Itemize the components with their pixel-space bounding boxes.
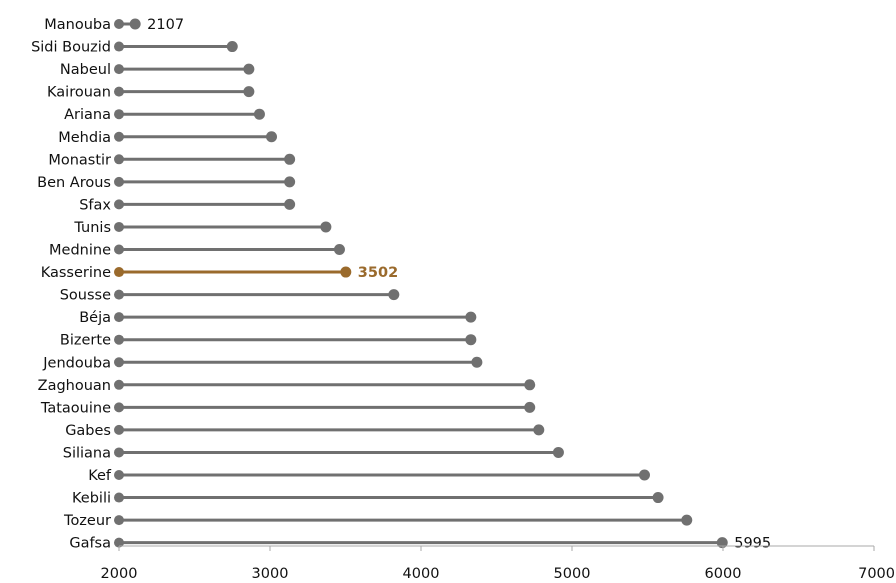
lollipop-head-sfax xyxy=(284,198,296,210)
lollipop-base-dot-ariana xyxy=(114,109,124,120)
lollipop-head-mednine xyxy=(333,244,345,255)
lollipop-head-jendouba xyxy=(471,356,483,368)
lollipop-head-sidi-bouzid xyxy=(226,41,238,53)
lollipop-head-siliana xyxy=(552,446,564,458)
lollipop-base-dot-sidi-bouzid xyxy=(114,41,124,52)
x-tick-label-3000: 3000 xyxy=(252,566,289,582)
lollipop-head-bizerte xyxy=(465,334,477,346)
x-tick-label-6000: 6000 xyxy=(705,566,742,582)
category-label-tunis: Tunis xyxy=(73,220,111,236)
category-label-sidi-bouzid: Sidi Bouzid xyxy=(31,40,111,56)
x-axis-ticks: 2000 3000 4000 5000 6000 7000 xyxy=(101,546,895,582)
chart-marks: Manouba 2107 Sidi Bouzid Nabeul Kairouan Aria… xyxy=(31,17,771,552)
lollipop-head-ariana xyxy=(253,108,265,120)
lollipop-base-dot-kebili xyxy=(114,492,124,503)
lollipop-head-sousse xyxy=(388,289,400,301)
category-label-mednine: Mednine xyxy=(49,243,111,259)
category-label-siliana: Siliana xyxy=(63,445,111,461)
category-label-beja: Béja xyxy=(79,310,111,326)
category-label-zaghouan: Zaghouan xyxy=(38,378,111,394)
category-label-ariana: Ariana xyxy=(64,107,111,123)
lollipop-base-dot-sfax xyxy=(114,199,124,210)
lollipop-base-dot-mehdia xyxy=(114,131,124,142)
lollipop-head-manouba xyxy=(129,18,141,30)
category-label-tataouine: Tataouine xyxy=(40,400,111,416)
category-label-tozeur: Tozeur xyxy=(63,513,111,529)
x-tick-label-2000: 2000 xyxy=(101,566,138,582)
x-tick-label-4000: 4000 xyxy=(403,566,440,582)
category-label-sfax: Sfax xyxy=(79,197,111,213)
lollipop-base-dot-manouba xyxy=(114,19,124,29)
lollipop-base-dot-mednine xyxy=(114,244,124,255)
lollipop-base-dot-ben-arous xyxy=(114,176,124,187)
lollipop-head-zaghouan xyxy=(524,379,536,391)
lollipop-head-tunis xyxy=(320,221,332,233)
data-label-gafsa: 5995 xyxy=(734,536,771,552)
lollipop-base-dot-kef xyxy=(114,470,124,480)
lollipop-base-dot-sousse xyxy=(114,289,124,300)
lollipop-base-dot-zaghouan xyxy=(114,379,124,390)
lollipop-base-dot-nabeul xyxy=(114,64,124,75)
lollipop-head-gafsa xyxy=(716,537,728,549)
category-label-manouba: Manouba xyxy=(44,17,111,33)
category-label-kef: Kef xyxy=(88,468,112,484)
category-label-kasserine: Kasserine xyxy=(41,265,111,281)
lollipop-base-dot-beja xyxy=(114,312,124,323)
lollipop-head-nabeul xyxy=(243,63,255,75)
lollipop-base-dot-tunis xyxy=(114,221,124,232)
lollipop-head-tataouine xyxy=(524,401,536,413)
lollipop-base-dot-tataouine xyxy=(114,402,124,413)
lollipop-base-dot-gafsa xyxy=(114,537,124,548)
data-label-manouba: 2107 xyxy=(147,17,184,33)
lollipop-base-dot-jendouba xyxy=(114,357,124,368)
lollipop-base-dot-siliana xyxy=(114,447,124,458)
category-label-gabes: Gabes xyxy=(65,423,111,439)
lollipop-head-ben-arous xyxy=(284,176,296,188)
category-label-monastir: Monastir xyxy=(48,152,111,168)
category-label-nabeul: Nabeul xyxy=(60,62,111,78)
lollipop-base-dot-gabes xyxy=(114,424,124,435)
category-label-ben-arous: Ben Arous xyxy=(37,175,111,191)
data-label-kasserine: 3502 xyxy=(358,265,398,281)
lollipop-head-kef xyxy=(638,469,650,481)
lollipop-head-mehdia xyxy=(266,131,278,143)
category-label-jendouba: Jendouba xyxy=(42,355,111,371)
lollipop-base-dot-kasserine xyxy=(114,267,124,278)
x-tick-label-5000: 5000 xyxy=(554,566,591,582)
lollipop-head-gabes xyxy=(533,424,545,436)
lollipop-base-dot-tozeur xyxy=(114,515,124,526)
x-tick-label-7000: 7000 xyxy=(858,566,895,582)
category-label-sousse: Sousse xyxy=(60,288,111,304)
category-label-bizerte: Bizerte xyxy=(60,333,111,349)
lollipop-base-dot-monastir xyxy=(114,154,124,165)
category-label-kebili: Kebili xyxy=(72,491,111,507)
lollipop-head-beja xyxy=(465,311,477,323)
category-label-gafsa: Gafsa xyxy=(69,536,111,552)
lollipop-head-kairouan xyxy=(243,86,255,98)
category-label-kairouan: Kairouan xyxy=(47,85,111,101)
lollipop-base-dot-kairouan xyxy=(114,86,124,97)
lollipop-head-monastir xyxy=(284,153,296,165)
lollipop-head-kebili xyxy=(652,492,664,504)
lollipop-head-kasserine xyxy=(340,266,352,278)
category-label-mehdia: Mehdia xyxy=(58,130,111,146)
lollipop-head-tozeur xyxy=(681,514,693,526)
lollipop-base-dot-bizerte xyxy=(114,334,124,345)
